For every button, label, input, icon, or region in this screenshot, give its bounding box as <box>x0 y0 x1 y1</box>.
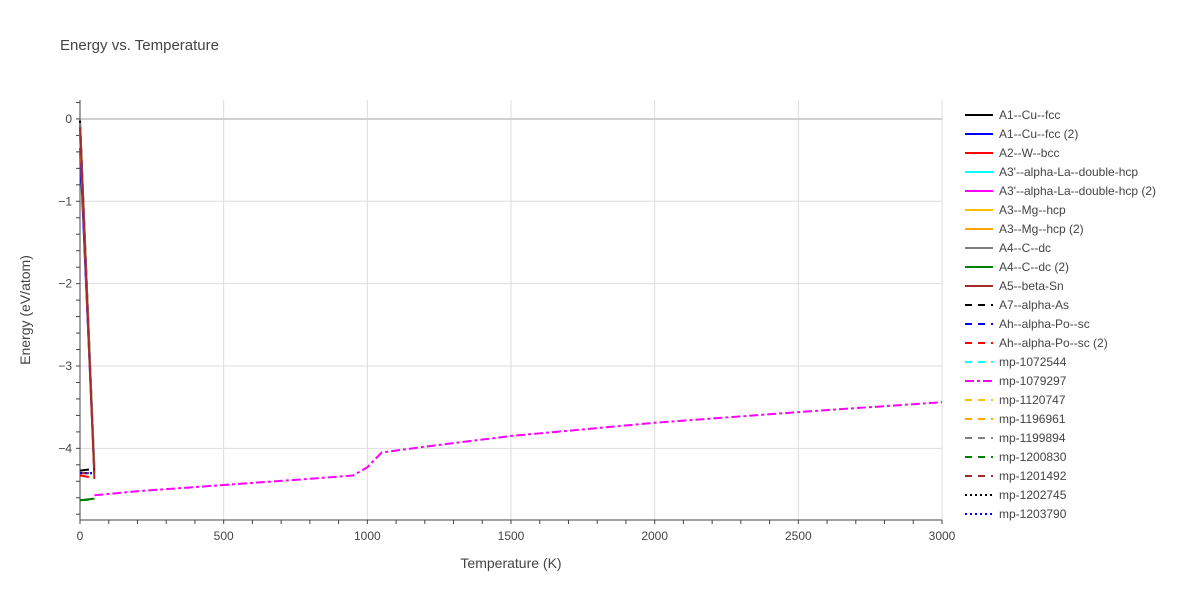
legend-label: A5--beta-Sn <box>999 279 1064 293</box>
legend-label: Ah--alpha-Po--sc <box>999 317 1090 331</box>
legend-label: mp-1201492 <box>999 469 1067 483</box>
legend-label: A3'--alpha-La--double-hcp <box>999 165 1138 179</box>
series-line <box>79 498 95 502</box>
y-tick-label: −1 <box>58 194 72 208</box>
legend-label: A1--Cu--fcc (2) <box>999 127 1078 141</box>
series-line <box>94 401 943 497</box>
y-tick-label: −4 <box>58 441 72 455</box>
legend-label: mp-1200830 <box>999 450 1067 464</box>
y-axis-label: Energy (eV/atom) <box>17 255 33 365</box>
legend: A1--Cu--fcc A1--Cu--fcc (2) A2--W--bcc A3'-… <box>965 108 1156 521</box>
x-tick-label: 1500 <box>498 529 525 543</box>
legend-label: A1--Cu--fcc <box>999 108 1060 122</box>
x-tick-label: 0 <box>77 529 84 543</box>
legend-label: mp-1202745 <box>999 488 1067 502</box>
x-tick-label: 2500 <box>785 529 812 543</box>
chart-title: Energy vs. Temperature <box>60 37 219 54</box>
x-tick-label: 500 <box>214 529 234 543</box>
legend-label: A4--C--dc <box>999 241 1051 255</box>
x-axis-label: Temperature (K) <box>460 555 561 571</box>
axes: 0 500 1000 1500 2000 2500 3000 0 −1 −2 −3 −4 <box>58 100 956 543</box>
legend-label: A2--W--bcc <box>999 146 1059 160</box>
legend-label: A3--Mg--hcp <box>999 203 1066 217</box>
legend-label: mp-1120747 <box>999 393 1066 407</box>
series-line <box>79 127 96 479</box>
x-tick-label: 2000 <box>641 529 668 543</box>
legend-label: mp-1079297 <box>999 374 1067 388</box>
legend-label: mp-1196961 <box>999 412 1066 426</box>
legend-label: mp-1072544 <box>999 355 1067 369</box>
series-group <box>79 120 943 502</box>
legend-label: A3'--alpha-La--double-hcp (2) <box>999 184 1156 198</box>
y-tick-label: −2 <box>58 277 72 291</box>
x-tick-label: 1000 <box>354 529 381 543</box>
legend-label: A3--Mg--hcp (2) <box>999 222 1084 236</box>
legend-label: mp-1203790 <box>999 507 1067 521</box>
y-tick-label: −3 <box>58 359 72 373</box>
legend-label: A7--alpha-As <box>999 298 1069 312</box>
legend-label: Ah--alpha-Po--sc (2) <box>999 336 1108 350</box>
legend-label: A4--C--dc (2) <box>999 260 1069 274</box>
grid <box>80 100 943 520</box>
series-line <box>79 467 95 472</box>
y-tick-label: 0 <box>65 112 72 126</box>
series-line <box>79 474 95 479</box>
legend-label: mp-1199894 <box>999 431 1066 445</box>
x-tick-label: 3000 <box>929 529 956 543</box>
